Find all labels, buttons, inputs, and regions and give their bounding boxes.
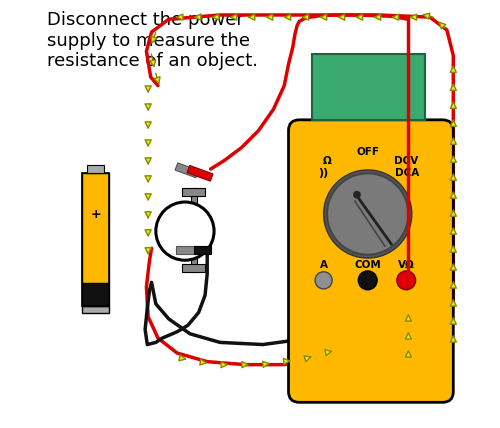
Text: Disconnect the power
supply to measure the
resistance of an object.: Disconnect the power supply to measure t…: [46, 11, 258, 70]
Bar: [82, 306, 109, 313]
Text: )): )): [318, 168, 328, 178]
Bar: [82, 173, 109, 283]
Circle shape: [156, 202, 214, 260]
Text: DCA: DCA: [396, 168, 419, 178]
Text: DCV: DCV: [394, 155, 418, 166]
Bar: [182, 188, 206, 196]
Circle shape: [358, 271, 377, 290]
Bar: [182, 264, 206, 272]
FancyBboxPatch shape: [288, 120, 454, 402]
Bar: [86, 165, 104, 173]
Circle shape: [324, 170, 412, 258]
Circle shape: [353, 191, 361, 199]
Bar: [175, 163, 199, 178]
Bar: [312, 54, 426, 120]
Bar: [191, 188, 197, 272]
Bar: [187, 166, 213, 181]
Text: VΩ: VΩ: [398, 260, 414, 270]
Bar: [82, 283, 109, 306]
Text: A: A: [320, 260, 328, 270]
Text: COM: COM: [354, 260, 381, 270]
Bar: [82, 173, 109, 306]
Text: OFF: OFF: [356, 147, 379, 157]
Circle shape: [315, 272, 332, 289]
Text: +: +: [90, 208, 101, 220]
Circle shape: [397, 271, 415, 290]
Bar: [194, 246, 212, 254]
Circle shape: [327, 173, 408, 255]
Bar: [176, 246, 196, 254]
Text: Ω: Ω: [322, 155, 332, 166]
